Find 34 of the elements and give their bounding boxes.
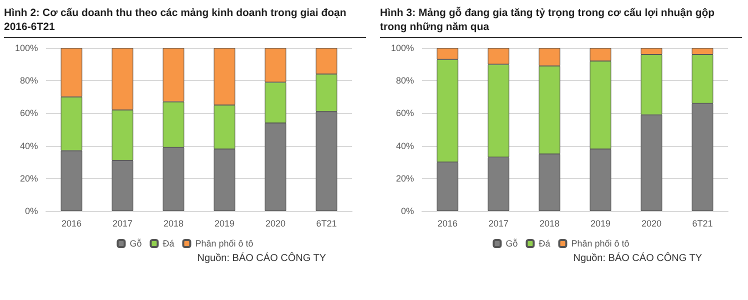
text: Nguồn: BÁO CÁO CÔNG TY: [572, 253, 703, 264]
legend-label: Phân phối ô tô: [571, 238, 630, 248]
x-tick-label: 2017: [112, 218, 133, 228]
x-tick-label: 6T21: [316, 218, 337, 228]
x-tick-label: 2016: [61, 218, 82, 228]
y-tick-label: 60%: [396, 108, 414, 118]
x-tick-label: 2016: [437, 218, 458, 228]
x-tick-label: 2019: [214, 218, 235, 228]
x-tick-label: 2020: [641, 218, 662, 228]
y-tick-label: 40%: [20, 140, 38, 151]
legend-label: Đá: [538, 238, 550, 248]
y-tick-label: 100%: [14, 43, 38, 53]
y-tick-label: 0%: [400, 206, 414, 216]
y-tick-label: 100%: [390, 43, 414, 53]
legend-label: Gỗ: [506, 238, 518, 248]
y-tick-label: 40%: [396, 140, 414, 151]
chart-title: Hình 3: Mảng gỗ đang gia tăng tỷ trọng trong cơ cấu lợi nhuận gộp trong những năm qua: [380, 6, 742, 38]
x-tick-label: 2019: [590, 218, 611, 228]
x-tick-label: 2020: [265, 218, 286, 228]
x-tick-label: 2017: [488, 218, 509, 228]
x-tick-label: 6T21: [692, 218, 713, 228]
legend-label: Gỗ: [130, 238, 142, 248]
y-tick-label: 20%: [20, 173, 38, 184]
text: Nguồn: BÁO CÁO CÔNG TY: [196, 253, 327, 264]
x-tick-label: 2018: [163, 218, 184, 228]
y-tick-label: 20%: [396, 173, 414, 184]
legend-label: Phân phối ô tô: [195, 238, 254, 248]
y-tick-label: 60%: [20, 108, 38, 118]
chart-title: Hình 2: Cơ cấu doanh thu theo các mảng kinh doanh trong giai đoạn 2016-6T21: [4, 6, 366, 38]
legend-label: Đá: [162, 238, 174, 248]
x-tick-label: 2018: [539, 218, 560, 228]
y-tick-label: 0%: [24, 206, 38, 216]
y-tick-label: 80%: [396, 76, 414, 86]
y-tick-label: 80%: [20, 76, 38, 86]
